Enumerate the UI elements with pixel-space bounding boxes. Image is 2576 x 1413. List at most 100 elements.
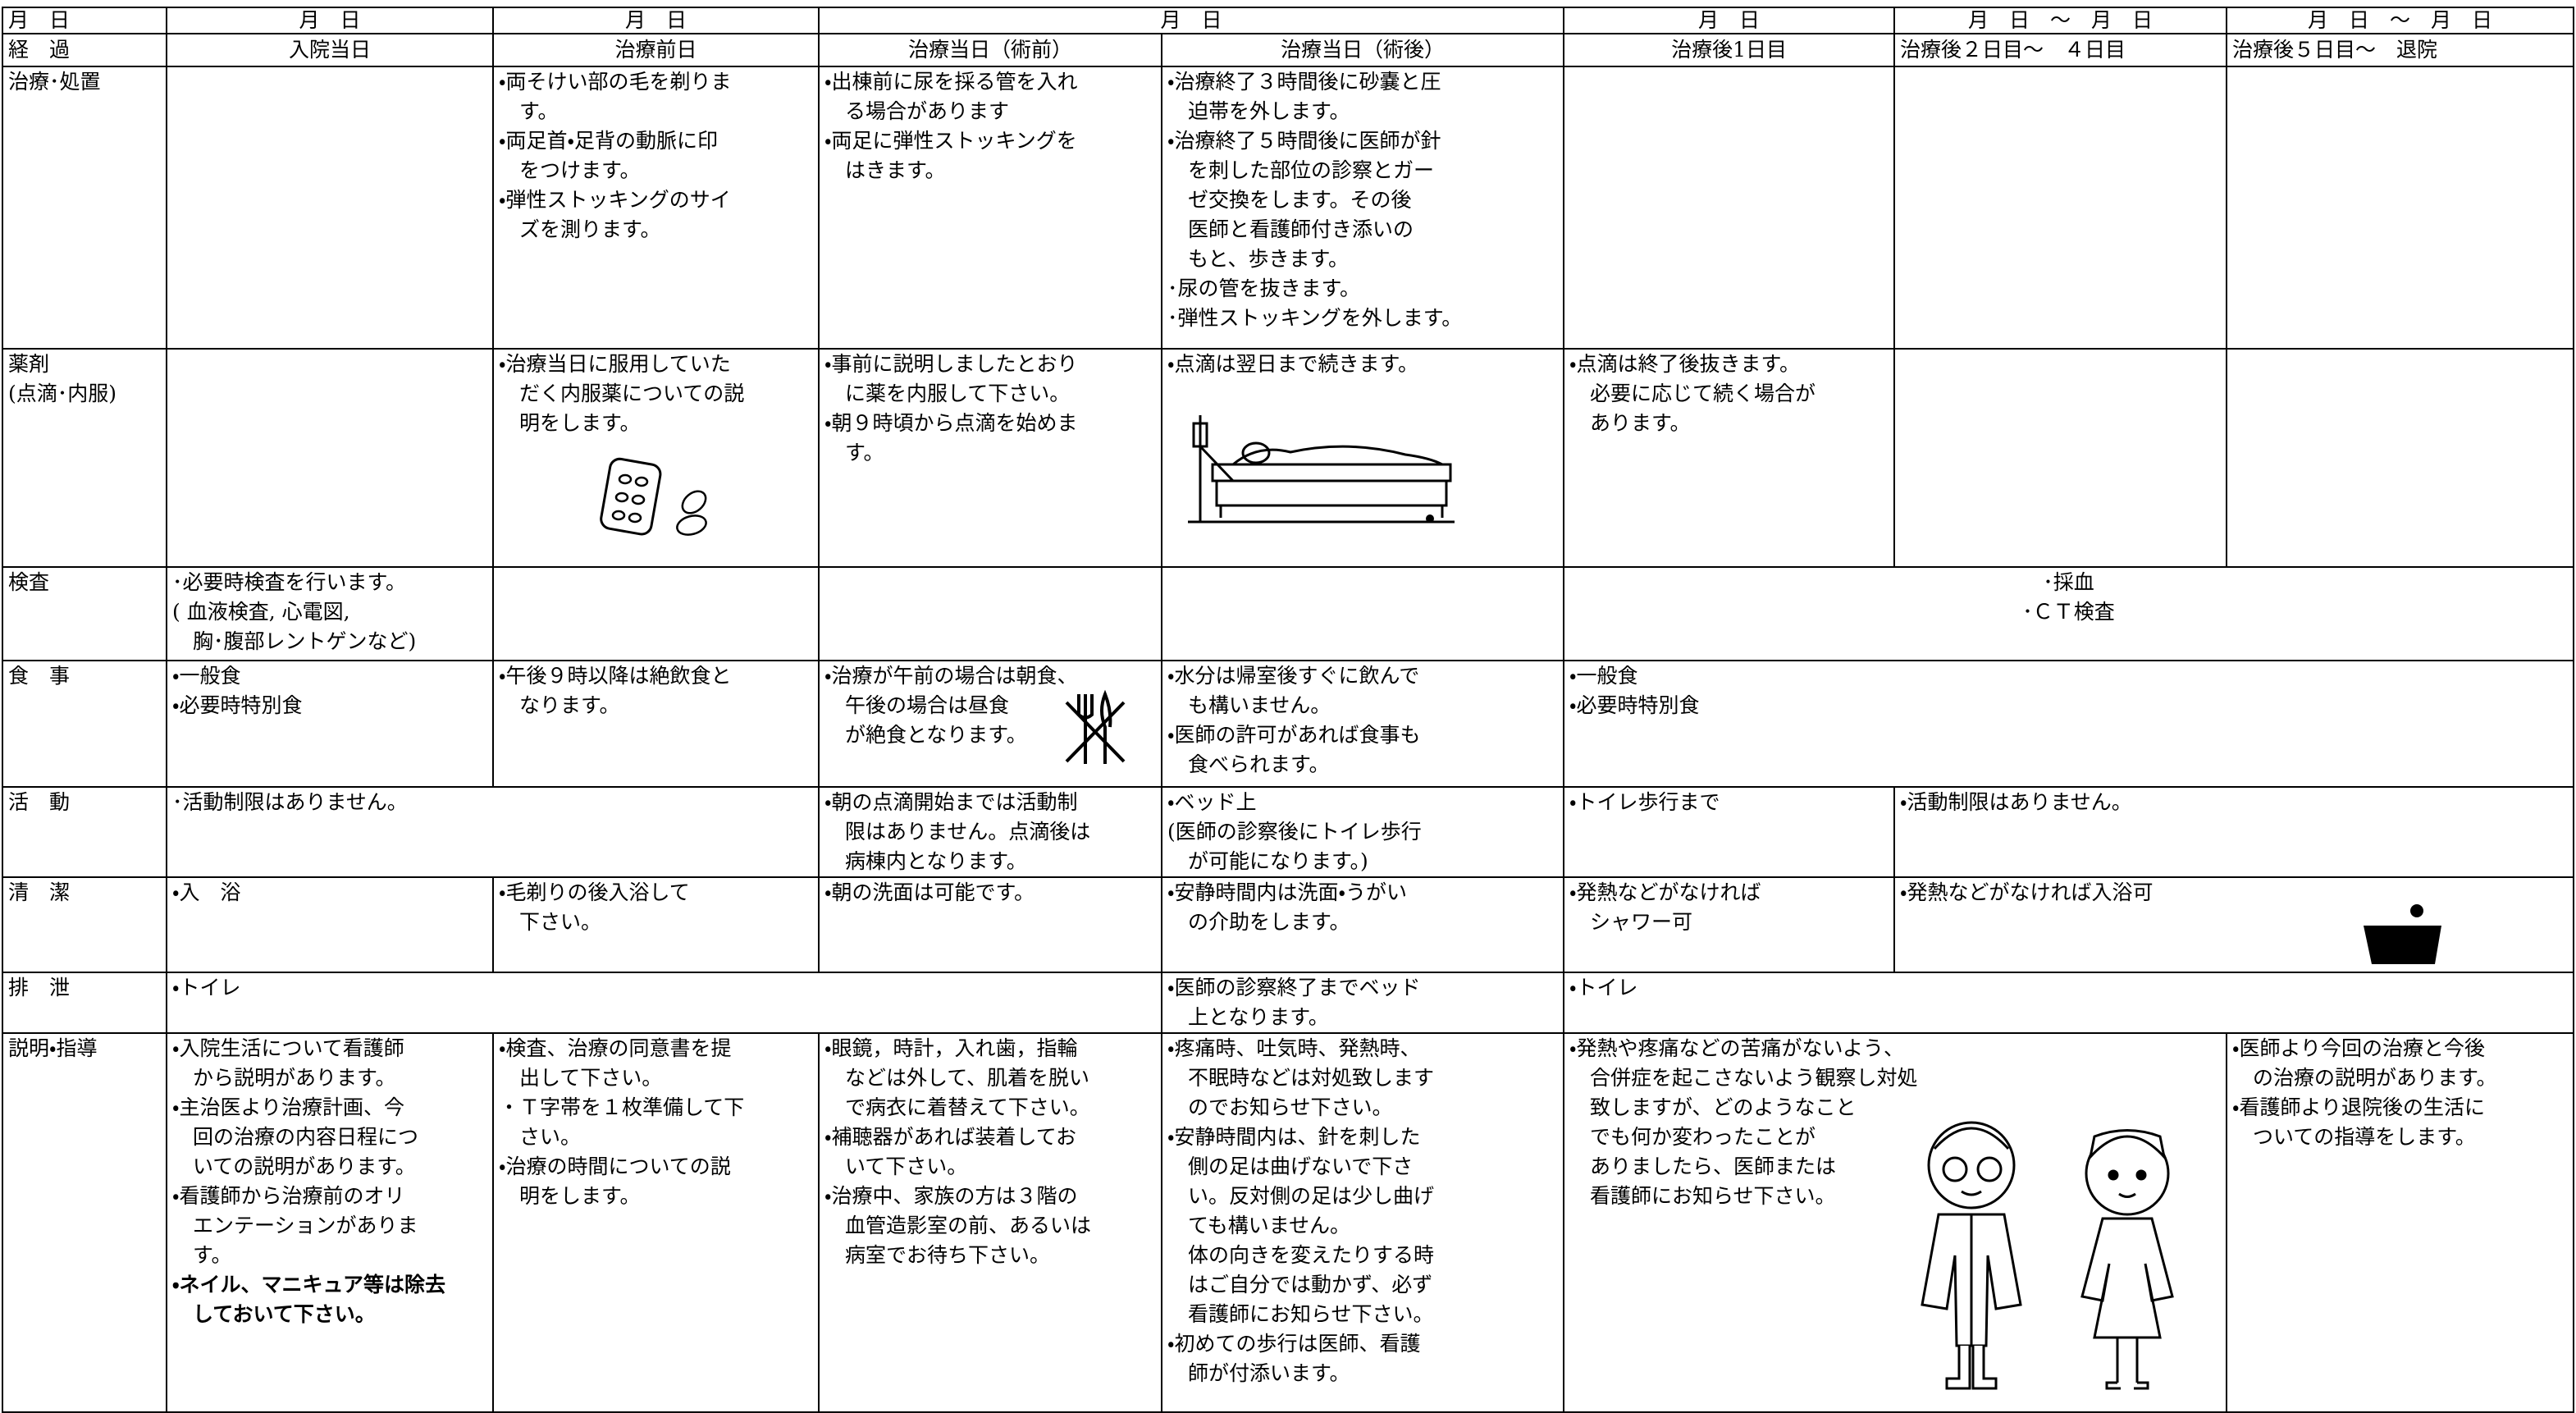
text-line: ・発熱や疼痛などの苦痛がないよう、 <box>1569 1036 1905 1060</box>
text-line: ・発熱などがなければ <box>1569 880 1761 904</box>
text-line: だく内服薬についての説 <box>519 382 745 405</box>
text-line: ・毛剃りの後入浴して <box>499 880 690 904</box>
text-line: シャワー可 <box>1590 910 1693 934</box>
date: 月 日 <box>166 7 494 34</box>
cell: ・朝の洗面は可能です。 <box>818 876 1162 973</box>
cell: ・点滴は翌日まで続きます。 <box>1160 348 1565 568</box>
text-line: す。 <box>845 441 884 464</box>
row-label: 活 動 <box>2 786 167 878</box>
cell-text: ・両そけい部の毛を剃りま す。 ・両足首・足背の動脈に印 をつけます。 ・弾性ストッキン… <box>499 68 813 245</box>
text-line: ・必要時特別食 <box>172 693 303 717</box>
text-line: ・両そけい部の毛を剃りま <box>499 70 732 94</box>
cell-text: ・朝の洗面は可能です。 <box>824 879 1156 908</box>
date-row: 月 日 月 日 月 日 月 日 月 日 月 日 ～ 月 日 月 日 ～ 月 日 <box>2 7 2575 34</box>
text-line: ・両足に弾性ストッキングを <box>824 129 1077 153</box>
text-line: でも何か変わったことが <box>1590 1125 1816 1149</box>
row: 治療･処置 ・両そけい部の毛を剃りま す。 ・両足首・足背の動脈に印 をつけます。 ・弾… <box>2 66 2575 350</box>
stage: 治療後２日目～ ４日目 <box>1893 33 2228 67</box>
pathway-table: 月 日 月 日 月 日 月 日 月 日 月 日 ～ 月 日 月 日 ～ 月 日 … <box>2 7 2575 1413</box>
cell: ・両そけい部の毛を剃りま す。 ・両足首・足背の動脈に印 をつけます。 ・弾性ストッキン… <box>492 66 820 350</box>
cell: ･活動制限はありません。 <box>166 786 820 878</box>
cell-text: ・出棟前に尿を採る管を入れ る場合があります ・両足に弾性ストッキングを はきます。 <box>824 68 1156 185</box>
cell-text: ・入 浴 <box>172 879 487 908</box>
text-line: ･弾性ストッキングを外します。 <box>1167 306 1463 330</box>
cell: ・点滴は終了後抜きます。 必要に応じて続く場合が あります。 <box>1563 348 1896 568</box>
row: 清 潔 ・入 浴 ・毛剃りの後入浴して 下さい。 ・朝の洗面は可能です。 ・安静時… <box>2 876 2575 973</box>
row: 活 動 ･活動制限はありません。 ・朝の点滴開始までは活動制 限はありません。点滴… <box>2 786 2575 878</box>
cell-text: ・点滴は終了後抜きます。 必要に応じて続く場合が あります。 <box>1569 350 1889 438</box>
cell <box>2226 348 2575 568</box>
cell: ・眼鏡，時計，入れ歯，指輪 などは外して、肌着を脱い で病衣に着替えて下さい。 ・補聴… <box>818 1032 1162 1413</box>
text-line: ・補聴器があれば装着してお <box>824 1125 1077 1149</box>
text-line: ・午後９時以降は絶飲食と <box>499 664 732 688</box>
text-line: ・安静時間内は、針を刺した <box>1167 1125 1421 1149</box>
cell-text: ・発熱などがなければ入浴可 <box>1900 879 2568 908</box>
cell <box>818 566 1162 661</box>
cell: ・発熱などがなければシャワー可 <box>1563 876 1896 973</box>
text-line: ・眼鏡，時計，入れ歯，指輪 <box>824 1036 1078 1060</box>
date: 月 日 ～ 月 日 <box>2226 7 2575 34</box>
cell: ・事前に説明しましたとおり に薬を内服して下さい。 ・朝９時頃から点滴を始めま す。 <box>818 348 1162 568</box>
cell: ・出棟前に尿を採る管を入れ る場合があります ・両足に弾性ストッキングを はきます。 <box>818 66 1162 350</box>
cell-text: ・活動制限はありません。 <box>1900 789 2568 817</box>
text-line: ・トイレ <box>172 976 241 999</box>
text-line: ･ＣＴ検査 <box>2022 600 2115 624</box>
text-line: 食べられます。 <box>1188 752 1330 776</box>
text-line: 師が付添います。 <box>1188 1361 1350 1385</box>
row: 検査 ･必要時検査を行います。( 血液検査, 心電図, 胸･腹部レントゲンなど) … <box>2 566 2575 661</box>
text-line: に薬を内服して下さい。 <box>845 382 1071 405</box>
cell-text: ・トイレ <box>1569 974 2568 1003</box>
cell <box>1893 348 2228 568</box>
text-line: ･必要時検査を行います。 <box>172 570 407 594</box>
cell: ・一般食・必要時特別食 <box>166 660 494 788</box>
doctor-nurse-illustration <box>1921 1121 2174 1390</box>
text-line: ・一般食 <box>172 664 241 688</box>
text-line: 治療･処置 <box>8 70 101 94</box>
cell: ・トイレ <box>166 972 1162 1034</box>
text-line: ても構いません。 <box>1188 1214 1351 1237</box>
cell: ・毛剃りの後入浴して 下さい。 <box>492 876 820 973</box>
text-line: を刺した部位の診察とガー <box>1188 158 1435 182</box>
text-line: はご自分では動かず、必ず <box>1188 1273 1433 1296</box>
text-line: も構いません。 <box>1188 693 1331 717</box>
text-line: ・点滴は終了後抜きます。 <box>1569 352 1801 376</box>
text-line: ・出棟前に尿を採る管を入れ <box>824 70 1078 94</box>
row-label: 排 泄 <box>2 972 167 1034</box>
text-line: ・発熱などがなければ入浴可 <box>1900 880 2154 904</box>
text-line: 側の足は曲げないで下さ <box>1188 1155 1414 1178</box>
text-line: 看護師にお知らせ下さい。 <box>1188 1302 1434 1326</box>
text-line: ・治療の時間についての説 <box>499 1155 731 1178</box>
cell: ・医師より今回の治療と今後 の治療の説明があります。 ・看護師より退院後の生活に つい… <box>2226 1032 2575 1413</box>
text-line: 血管造影室の前、あるいは <box>845 1214 1092 1237</box>
text-line: 午後の場合は昼食 <box>845 693 1010 717</box>
cell: ・トイレ歩行まで <box>1563 786 1896 878</box>
text-line: ・検査、治療の同意書を提 <box>499 1036 732 1060</box>
cell: ・入院生活について看護師 から説明があります。 ・主治医より治療計画、今 回の治療の内… <box>166 1032 494 1413</box>
stage: 治療当日（術前） <box>818 33 1162 67</box>
text-line: ・治療中、家族の方は３階の <box>824 1184 1078 1208</box>
cell <box>166 66 494 350</box>
cell-text: ・眼鏡，時計，入れ歯，指輪 などは外して、肌着を脱い で病衣に着替えて下さい。 ・補聴… <box>824 1035 1156 1270</box>
text-line: 出して下さい。 <box>519 1066 663 1090</box>
text-line: が絶食となります。 <box>845 723 1027 747</box>
text-line: ・医師より今回の治療と今後 <box>2232 1036 2486 1060</box>
text-line: をつけます。 <box>519 158 641 182</box>
text-line: さい。 <box>519 1125 582 1149</box>
text-line: 明をします。 <box>519 1184 641 1208</box>
text-line: しておいて下さい。 <box>193 1302 376 1326</box>
cell-text: 清 潔 <box>8 879 161 908</box>
stage: 治療当日（術後） <box>1160 33 1565 67</box>
cell-text: ・医師より今回の治療と今後 の治療の説明があります。 ・看護師より退院後の生活に つい… <box>2232 1035 2568 1152</box>
date: 月 日 <box>1563 7 1896 34</box>
date-label: 月 日 <box>2 7 167 34</box>
cell: ・朝の点滴開始までは活動制 限はありません。点滴後は 病棟内となります。 <box>818 786 1162 878</box>
cell-text: ・発熱や疼痛などの苦痛がないよう、 合併症を起こさないよう観察し対処 致しますが、ど… <box>1569 1035 2221 1211</box>
text-line: ・点滴は翌日まで続きます。 <box>1167 352 1419 376</box>
text-line: 医師と看護師付き添いの <box>1188 217 1414 241</box>
cell: ・治療が午前の場合は朝食、 午後の場合は昼食 が絶食となります。 <box>818 660 1162 788</box>
cell: ・ベッド上 (医師の診察後にトイレ歩行 が可能になります。) <box>1160 786 1565 878</box>
text-line: いての説明があります。 <box>193 1155 416 1178</box>
text-line: ・水分は帰室後すぐに飲んで <box>1167 664 1420 688</box>
no-meal-icon <box>1065 689 1126 764</box>
